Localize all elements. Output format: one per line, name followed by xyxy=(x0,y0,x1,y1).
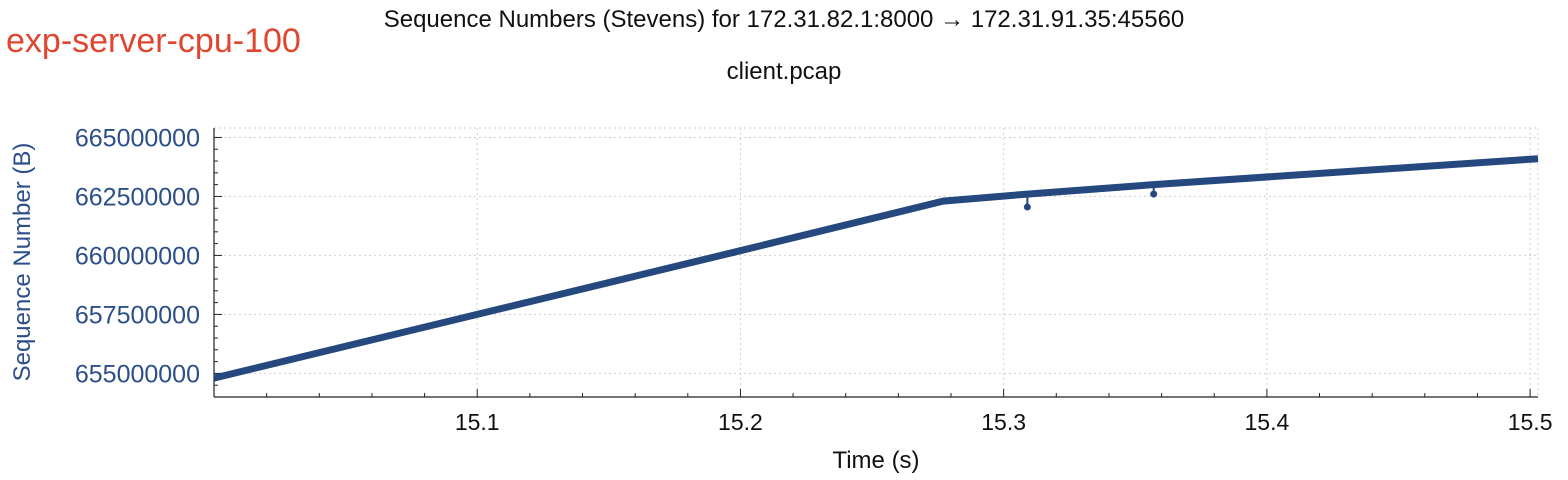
y-tick-label: 655000000 xyxy=(75,360,200,388)
x-tick-label: 15.4 xyxy=(1244,409,1289,435)
x-tick-labels: 15.1 15.2 15.3 15.4 15.5 xyxy=(455,409,1553,435)
x-tick-label: 15.5 xyxy=(1508,409,1553,435)
y-tick-label: 665000000 xyxy=(75,124,200,152)
axes xyxy=(213,128,1538,398)
grid-lines xyxy=(214,127,1539,397)
x-tick-label: 15.3 xyxy=(981,409,1026,435)
title-area: exp-server-cpu-100 Sequence Numbers (Ste… xyxy=(0,0,1568,100)
y-tick-label: 660000000 xyxy=(75,242,200,270)
series-group xyxy=(213,155,1539,382)
experiment-label: exp-server-cpu-100 xyxy=(6,22,301,60)
chart-subtitle: client.pcap xyxy=(726,58,842,85)
marker-point xyxy=(1150,190,1158,198)
tick-marks xyxy=(213,136,1531,398)
x-tick-label: 15.2 xyxy=(718,409,763,435)
y-tick-labels: 655000000 657500000 660000000 662500000 6650… xyxy=(75,124,200,388)
sequence-series-line xyxy=(213,155,1539,382)
y-tick-label: 657500000 xyxy=(75,301,200,329)
x-tick-label: 15.1 xyxy=(455,409,500,435)
x-axis-title: Time (s) xyxy=(832,447,919,474)
chart-title: Sequence Numbers (Stevens) for 172.31.82… xyxy=(383,6,1185,33)
y-axis-title: Sequence Number (B) xyxy=(9,143,36,382)
y-tick-label: 662500000 xyxy=(75,183,200,211)
marker-point xyxy=(1023,203,1031,211)
